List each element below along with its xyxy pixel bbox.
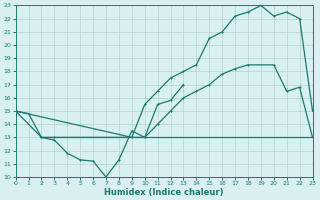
X-axis label: Humidex (Indice chaleur): Humidex (Indice chaleur) bbox=[104, 188, 224, 197]
